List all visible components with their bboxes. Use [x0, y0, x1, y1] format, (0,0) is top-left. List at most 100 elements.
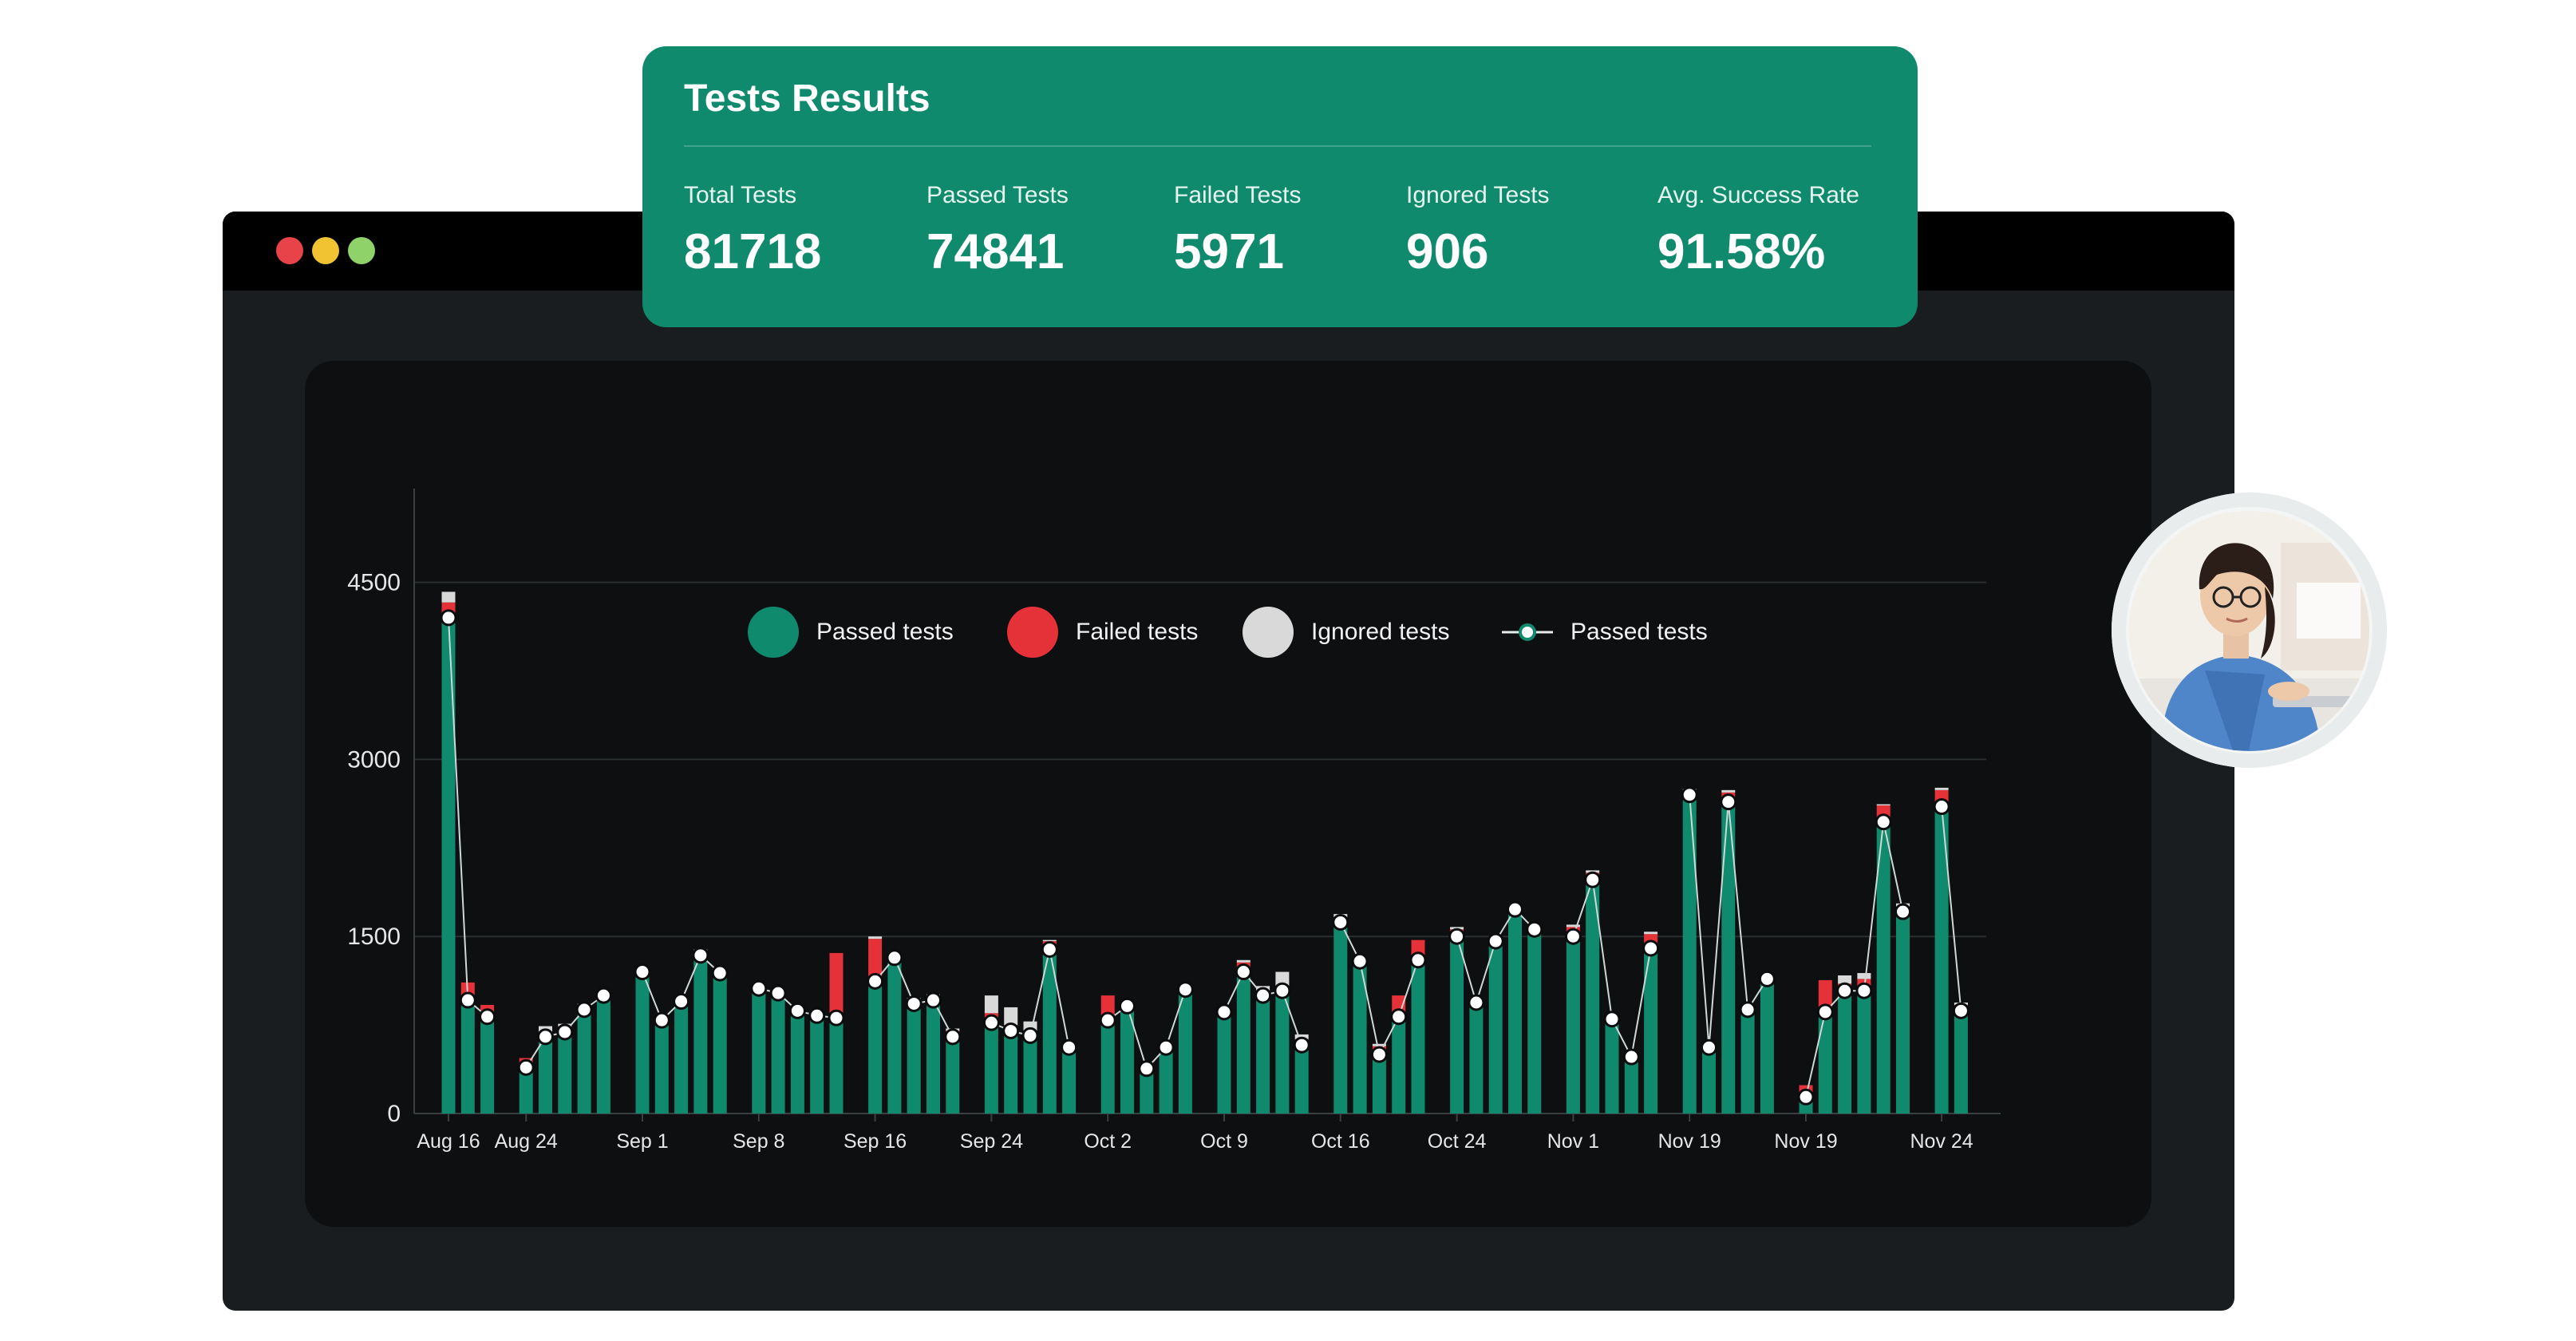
- bar-passed: [1062, 1047, 1077, 1114]
- bar-passed: [1934, 804, 1949, 1114]
- line-point: [1894, 903, 1911, 920]
- legend-item-line[interactable]: Passed tests: [1502, 607, 1708, 658]
- bar-ignored: [1566, 924, 1580, 928]
- bar-passed: [577, 1009, 591, 1114]
- stat-avg-success-rate: Avg. Success Rate 91.58%: [1657, 182, 1859, 280]
- line-passed: [1107, 989, 1187, 1070]
- line-point: [517, 1058, 535, 1076]
- line-point: [1526, 920, 1543, 938]
- stat-failed-tests: Failed Tests 5971: [1174, 182, 1302, 280]
- line-point: [1021, 1027, 1039, 1044]
- legend-swatch-passed: [748, 607, 799, 658]
- line-point: [1448, 928, 1466, 945]
- bar-ignored: [984, 995, 998, 1014]
- bar-passed: [1527, 930, 1542, 1114]
- line-point: [1701, 1038, 1717, 1056]
- minimize-window-button[interactable]: [312, 237, 339, 264]
- legend-item-ignored[interactable]: Ignored tests: [1243, 607, 1449, 658]
- user-avatar[interactable]: [2129, 511, 2369, 751]
- bar-passed: [868, 983, 883, 1114]
- x-tick-label: Nov 1: [1547, 1130, 1599, 1153]
- line-point: [1468, 994, 1485, 1011]
- bar-passed: [1353, 959, 1367, 1114]
- bar-passed: [1838, 989, 1852, 1114]
- bar-passed: [1411, 959, 1425, 1114]
- legend-item-failed[interactable]: Failed tests: [1007, 607, 1198, 658]
- bar-passed: [1740, 1009, 1755, 1114]
- y-tick-label: 0: [387, 1101, 401, 1127]
- bar-passed: [926, 1001, 940, 1114]
- line-point: [440, 609, 457, 627]
- bar-ignored: [1838, 975, 1852, 984]
- stat-label: Ignored Tests: [1406, 182, 1550, 208]
- x-tick-label: Oct 9: [1200, 1130, 1248, 1153]
- bar-passed: [1450, 936, 1464, 1114]
- line-point: [1720, 793, 1737, 811]
- bar-passed: [693, 954, 708, 1114]
- line-passed: [1941, 806, 1962, 1011]
- line-point: [1099, 1011, 1116, 1029]
- bar-passed: [1159, 1047, 1173, 1114]
- x-tick-label: Oct 16: [1311, 1130, 1370, 1153]
- x-tick-label: Nov 19: [1658, 1130, 1721, 1153]
- line-point: [1351, 952, 1369, 970]
- stat-value: 5971: [1174, 224, 1284, 279]
- chart-panel: Passed tests Failed tests Ignored tests …: [305, 361, 2151, 1227]
- bar-passed: [1896, 912, 1910, 1114]
- app-window: Passed tests Failed tests Ignored tests …: [223, 212, 2234, 1311]
- line-point: [1622, 1048, 1640, 1066]
- line-point: [537, 1028, 554, 1046]
- bar-ignored: [1004, 1007, 1018, 1026]
- bar-failed: [1818, 979, 1832, 1012]
- bar-passed: [1586, 880, 1600, 1114]
- line-point: [1758, 970, 1776, 987]
- line-point: [1157, 1038, 1175, 1056]
- line-point: [1061, 1038, 1078, 1056]
- bar-passed: [771, 995, 785, 1114]
- stat-label: Passed Tests: [926, 182, 1069, 208]
- line-point: [1274, 982, 1291, 999]
- bar-ignored: [1934, 787, 1949, 790]
- bar-passed: [1294, 1045, 1309, 1114]
- x-tick-label: Sep 24: [960, 1130, 1023, 1153]
- bar-passed: [1178, 989, 1192, 1114]
- line-point: [1176, 981, 1194, 999]
- line-point: [1332, 913, 1349, 931]
- line-point: [886, 949, 903, 967]
- close-window-button[interactable]: [276, 237, 303, 264]
- legend-item-passed[interactable]: Passed tests: [748, 607, 954, 658]
- line-point: [711, 964, 729, 982]
- line-point: [788, 1002, 806, 1019]
- bar-passed: [1236, 971, 1250, 1114]
- bar-passed: [1372, 1054, 1386, 1114]
- line-point: [1409, 951, 1427, 969]
- line-point: [1564, 928, 1582, 945]
- bar-ignored: [1275, 971, 1290, 987]
- bar-passed: [752, 989, 766, 1114]
- line-point: [905, 995, 923, 1012]
- bar-passed: [1818, 1011, 1832, 1114]
- line-passed: [1339, 922, 1419, 1058]
- bar-ignored: [1236, 959, 1250, 963]
- line-point: [575, 1001, 593, 1019]
- line-point: [769, 984, 787, 1002]
- bar-ignored: [441, 591, 456, 603]
- line-point: [1816, 1003, 1834, 1021]
- maximize-window-button[interactable]: [348, 237, 375, 264]
- line-point: [459, 991, 476, 1009]
- line-point: [1235, 963, 1252, 981]
- bar-passed: [1100, 1019, 1115, 1114]
- bar-passed: [1644, 947, 1658, 1114]
- y-tick-label: 3000: [347, 746, 401, 773]
- legend-label-line: Passed tests: [1570, 619, 1708, 645]
- bar-passed: [829, 1018, 844, 1114]
- line-point: [867, 972, 884, 990]
- line-point: [750, 979, 768, 997]
- bar-passed: [713, 971, 727, 1114]
- bar-passed: [1682, 794, 1697, 1114]
- x-tick-label: Sep 16: [844, 1130, 907, 1153]
- line-point: [1215, 1003, 1233, 1021]
- bar-passed: [596, 995, 610, 1114]
- bar-ignored: [868, 936, 883, 939]
- line-point: [1681, 786, 1698, 804]
